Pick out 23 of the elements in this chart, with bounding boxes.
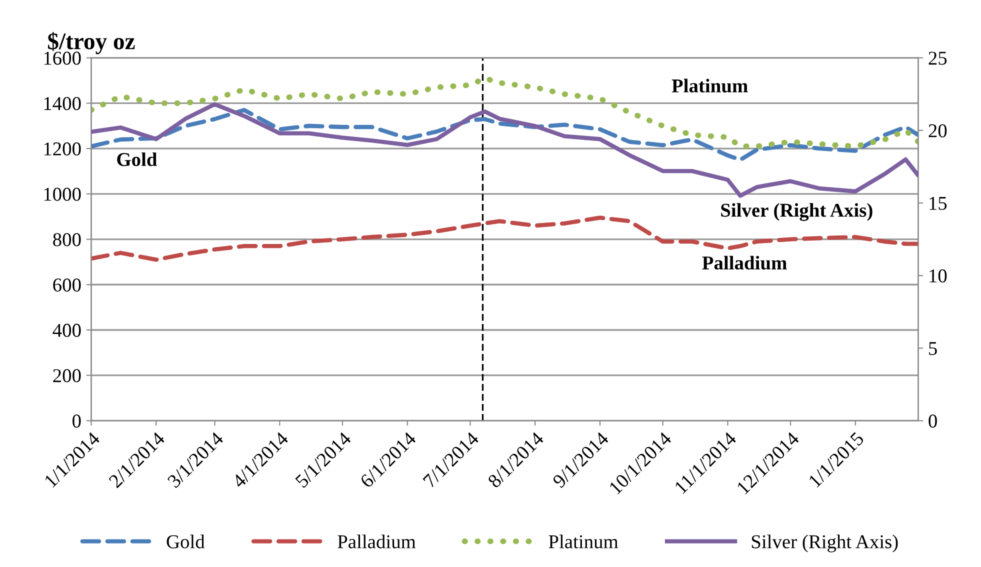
annotation: Silver (Right Axis) — [721, 203, 872, 221]
y-tick-label: 600 — [53, 278, 81, 292]
legend-label: Silver (Right Axis) — [752, 534, 898, 552]
y-tick-label: 800 — [53, 233, 81, 246]
y-tick-label: 1400 — [44, 97, 81, 110]
annotation: Platinum — [672, 78, 748, 93]
y-tick-label: 1200 — [44, 142, 81, 156]
annotation: Gold — [117, 152, 158, 166]
y2-tick-label: 25 — [928, 52, 947, 65]
legend-label: Palladium — [338, 534, 416, 548]
annotation: Palladium — [702, 256, 787, 270]
y-tick-label: 0 — [72, 414, 81, 428]
y2-tick-label: 5 — [929, 342, 937, 356]
y-tick-label: 1000 — [44, 188, 81, 201]
legend-label: Platinum — [548, 534, 618, 548]
y-tick-label: 200 — [53, 369, 81, 382]
y2-tick-label: 10 — [930, 269, 947, 282]
legend-label: Gold — [166, 534, 205, 548]
y-tick-label: 400 — [52, 324, 81, 337]
line-series — [91, 102, 918, 198]
y2-tick-label: 0 — [928, 414, 937, 428]
y2-tick-label: 15 — [930, 196, 947, 210]
y2-tick-label: 20 — [928, 124, 947, 138]
